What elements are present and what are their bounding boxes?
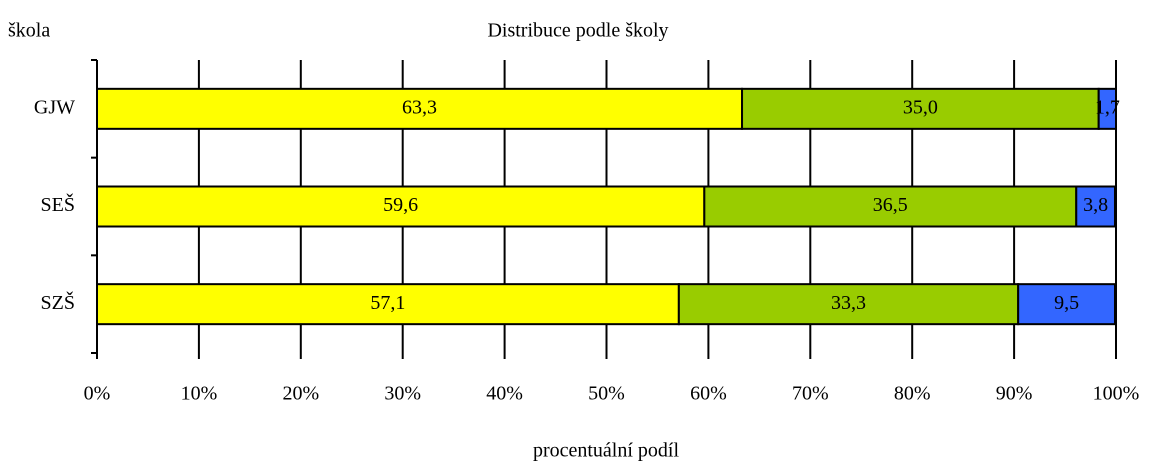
bar-segment — [1017, 283, 1116, 326]
value-label: 35,0 — [903, 96, 938, 118]
bar-segment — [1097, 87, 1118, 130]
value-label: 63,3 — [402, 96, 437, 118]
bar-segment — [677, 283, 1020, 326]
y-tick-label: GJW — [34, 96, 75, 118]
bar-segment — [1075, 185, 1116, 228]
chart-title: Distribuce podle školy — [487, 20, 668, 42]
value-label: 33,3 — [831, 292, 866, 314]
x-tick-label: 10% — [181, 383, 218, 405]
x-axis-label: procentuální podíl — [533, 440, 680, 462]
value-label: 59,6 — [383, 194, 418, 216]
bar-segment — [96, 283, 680, 326]
x-tick-label: 100% — [1093, 383, 1140, 405]
y-axis-label: škola — [8, 20, 50, 42]
x-tick-label: 50% — [588, 383, 625, 405]
bar-segment — [96, 185, 706, 228]
x-tick-label: 70% — [792, 383, 829, 405]
x-tick-label: 20% — [282, 383, 319, 405]
y-tick-label: SZŠ — [41, 290, 75, 314]
x-tick-label: 80% — [894, 383, 931, 405]
x-tick-label: 40% — [486, 383, 523, 405]
value-label: 36,5 — [873, 194, 908, 216]
x-tick-label: 0% — [84, 383, 111, 405]
value-label: 57,1 — [370, 292, 405, 314]
x-tick-label: 60% — [690, 383, 727, 405]
value-label: 9,5 — [1054, 292, 1079, 314]
value-label: 3,8 — [1083, 194, 1108, 216]
y-tick-label: SEŠ — [41, 192, 75, 216]
value-label: 1,7 — [1095, 96, 1120, 118]
x-tick-label: 30% — [384, 383, 421, 405]
x-tick-label: 90% — [996, 383, 1033, 405]
bar-segment — [703, 185, 1078, 228]
